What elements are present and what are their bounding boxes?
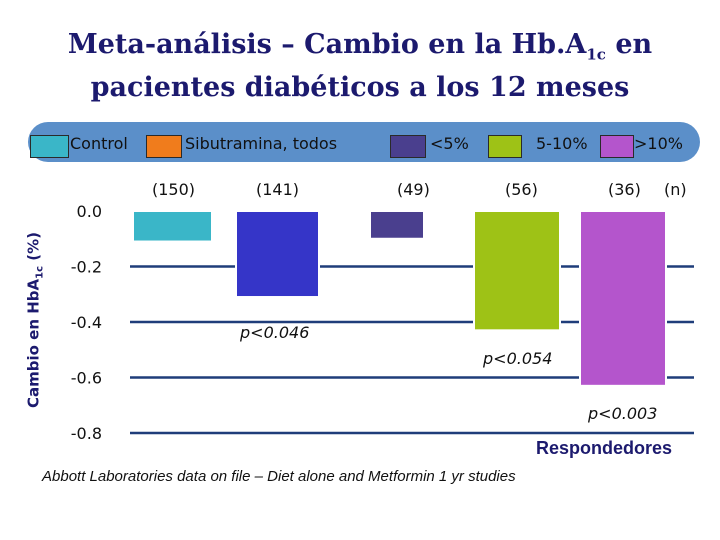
y-tick-label: -0.8: [71, 424, 102, 443]
legend-swatch-gt10: [600, 135, 634, 158]
n-label-5-10: (56): [505, 180, 538, 199]
n-label-lt5: (49): [397, 180, 430, 199]
y-tick-label: -0.2: [71, 258, 102, 277]
responders-label: Respondedores: [536, 438, 673, 458]
y-tick-label: -0.4: [71, 313, 102, 332]
legend-label-5-10: 5-10%: [536, 134, 588, 153]
legend-label-control: Control: [70, 134, 128, 153]
n-label-gt10: (36): [608, 180, 641, 199]
legend-swatch-5-10: [488, 135, 522, 158]
legend-swatch-sibutramina: [146, 135, 182, 158]
bar-5: [369, 210, 425, 240]
p-value-gt10: p<0.003: [588, 404, 658, 423]
legend-swatch-lt5: [390, 135, 426, 158]
source-note: Abbott Laboratories data on file – Diet …: [42, 468, 516, 485]
title-line-1: Meta-análisis – Cambio en la Hb.A1c en: [67, 29, 653, 64]
n-label-sibutramina: (141): [256, 180, 300, 199]
legend-background: [28, 122, 700, 162]
legend-label-gt10: >10%: [634, 134, 683, 153]
n-header: (n): [664, 180, 687, 199]
bar-5-10: [473, 210, 561, 332]
n-label-control: (150): [152, 180, 196, 199]
bar-10: [579, 210, 667, 387]
chart-title: Meta-análisis – Cambio en la Hb.A1c en p…: [0, 28, 720, 105]
legend-label-lt5: <5%: [430, 134, 469, 153]
y-tick-label: 0.0: [77, 202, 102, 221]
legend-swatch-control: [30, 135, 69, 158]
bar-sibutramina-todos: [235, 210, 320, 299]
p-value-5-10: p<0.054: [483, 349, 553, 368]
legend-label-sibutramina: Sibutramina, todos: [185, 134, 338, 153]
y-tick-label: -0.6: [71, 369, 102, 388]
title-line-2: pacientes diabéticos a los 12 meses: [90, 72, 630, 104]
p-value-sibutramina: p<0.046: [240, 323, 310, 342]
bar-control: [132, 210, 213, 243]
